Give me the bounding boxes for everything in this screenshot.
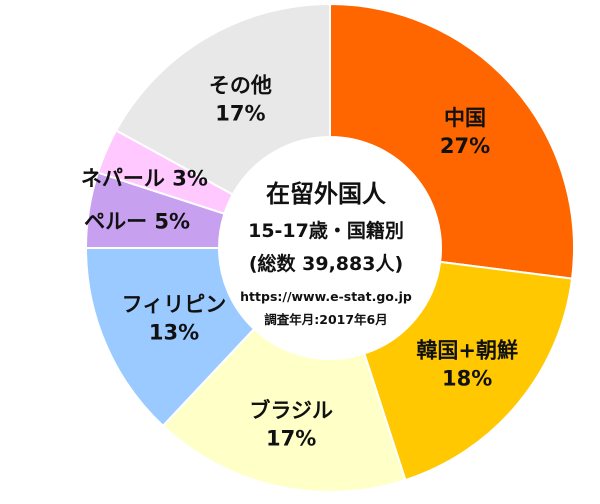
slice-category-6: その他 [209,74,272,98]
slice-0 [329,2,575,280]
labels-group: 中国 27% 韓国+朝鮮 18% ブラジル 17% フィリピン 13% ペルー 5% ネパール 3… [81,74,518,451]
slice-value-0: 27% [440,134,490,158]
chart-title: 在留外国人 [266,180,386,208]
slice-value-3: 13% [149,321,199,345]
center-text-group: 在留外国人 15-17歳・国籍別 (総数 39,883人) https://ww… [240,180,412,327]
center-hole [219,137,441,359]
slice-value-1: 18% [442,366,492,390]
slice-category-1: 韓国+朝鮮 [416,338,518,362]
slice-category-0: 中国 [444,106,486,130]
slice-category-2: ブラジル [249,399,333,423]
slice-category-3: フィリピン [122,293,227,317]
slice-label-5: ネパール 3% [81,166,208,190]
slice-value-2: 17% [266,427,316,451]
slice-value-6: 17% [215,102,265,126]
chart-total: (総数 39,883人) [249,252,403,275]
slice-label-4: ペルー 5% [84,209,190,233]
chart-date: 調査年月:2017年6月 [264,312,388,327]
slices-group [84,2,575,493]
chart-subtitle: 15-17歳・国籍別 [248,219,404,242]
chart-source: https://www.e-stat.go.jp [240,289,412,304]
